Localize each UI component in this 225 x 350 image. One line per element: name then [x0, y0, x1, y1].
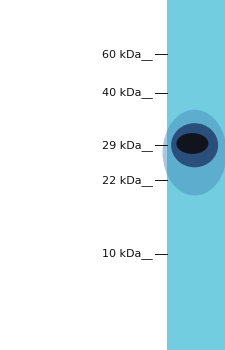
Ellipse shape: [162, 110, 225, 195]
Text: 29 kDa__: 29 kDa__: [102, 140, 153, 151]
Ellipse shape: [171, 123, 218, 167]
Ellipse shape: [176, 133, 208, 154]
Bar: [166, 0, 225, 350]
Text: 22 kDa__: 22 kDa__: [102, 175, 153, 186]
Text: 10 kDa__: 10 kDa__: [102, 248, 153, 259]
Text: 60 kDa__: 60 kDa__: [102, 49, 153, 60]
Text: 40 kDa__: 40 kDa__: [102, 87, 153, 98]
